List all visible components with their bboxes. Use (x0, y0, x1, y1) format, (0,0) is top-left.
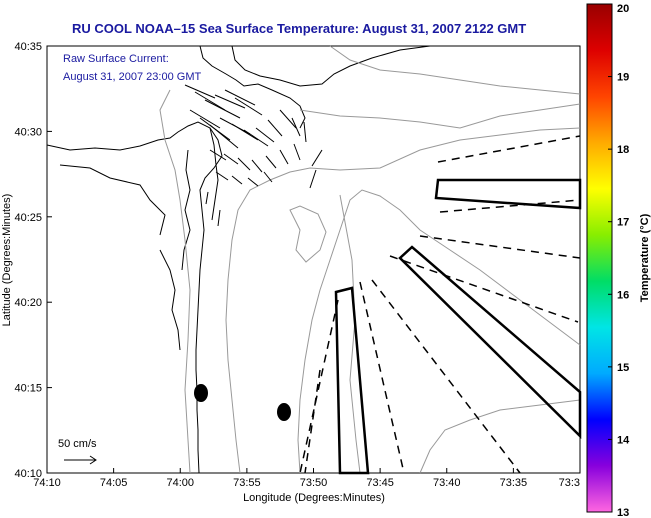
colorbar-tick-label: 14 (617, 434, 630, 446)
y-tick-label: 40:10 (14, 468, 42, 480)
colorbar-tick-label: 19 (617, 72, 629, 84)
y-tick-label: 40:15 (14, 383, 42, 395)
x-tick-label: 73:35 (500, 477, 528, 489)
x-tick-label: 74:10 (33, 477, 61, 489)
buoy-marker (194, 384, 208, 402)
y-tick-label: 40:30 (14, 126, 42, 138)
x-tick-label: 73:55 (233, 477, 261, 489)
current-label-line1: Raw Surface Current: (63, 53, 169, 65)
map-frame (46, 45, 581, 474)
y-tick-label: 40:35 (14, 41, 42, 53)
figure-title: RU COOL NOAA–15 Sea Surface Temperature:… (72, 21, 526, 36)
x-tick-label: 73:3 (559, 477, 580, 489)
x-tick-label: 73:50 (300, 477, 328, 489)
y-tick-label: 40:20 (14, 297, 42, 309)
buoy-marker (277, 403, 291, 421)
x-tick-label: 73:40 (433, 477, 461, 489)
y-tick-label: 40:25 (14, 212, 42, 224)
colorbar-tick-label: 18 (617, 144, 629, 156)
y-axis-ticks: 40:35 40:30 40:25 40:20 40:15 40:10 (14, 41, 52, 480)
current-label-line2: August 31, 2007 23:00 GMT (63, 71, 201, 83)
bathymetry-contours (159, 45, 581, 474)
coastline (46, 45, 431, 474)
colorbar-tick-label: 17 (617, 217, 629, 229)
colorbar-tick-label: 16 (617, 289, 629, 301)
zone-outlines (334, 178, 582, 475)
x-axis-label: Longitude (Degrees:Minutes) (243, 492, 385, 504)
x-axis-ticks: 74:10 74:05 74:00 73:55 73:50 73:45 73:40 73:35… (33, 468, 581, 489)
scale-arrow (64, 455, 97, 465)
colorbar-label: Temperature (°C) (639, 213, 651, 302)
scale-label: 50 cm/s (58, 438, 97, 450)
x-tick-label: 74:00 (166, 477, 194, 489)
y-axis-label: Latitude (Degrees:Minutes) (1, 194, 13, 327)
colorbar-tick-label: 15 (617, 362, 629, 374)
dashed-boundaries (299, 135, 581, 474)
colorbar-ticks: 20 19 18 17 16 15 14 13 (608, 3, 630, 518)
surface-current-vectors (184, 84, 323, 227)
x-tick-label: 73:45 (366, 477, 394, 489)
colorbar-tick-label: 13 (617, 507, 629, 518)
x-tick-label: 74:05 (100, 477, 128, 489)
colorbar-tick-label: 20 (617, 3, 629, 15)
temperature-colorbar (586, 3, 613, 513)
